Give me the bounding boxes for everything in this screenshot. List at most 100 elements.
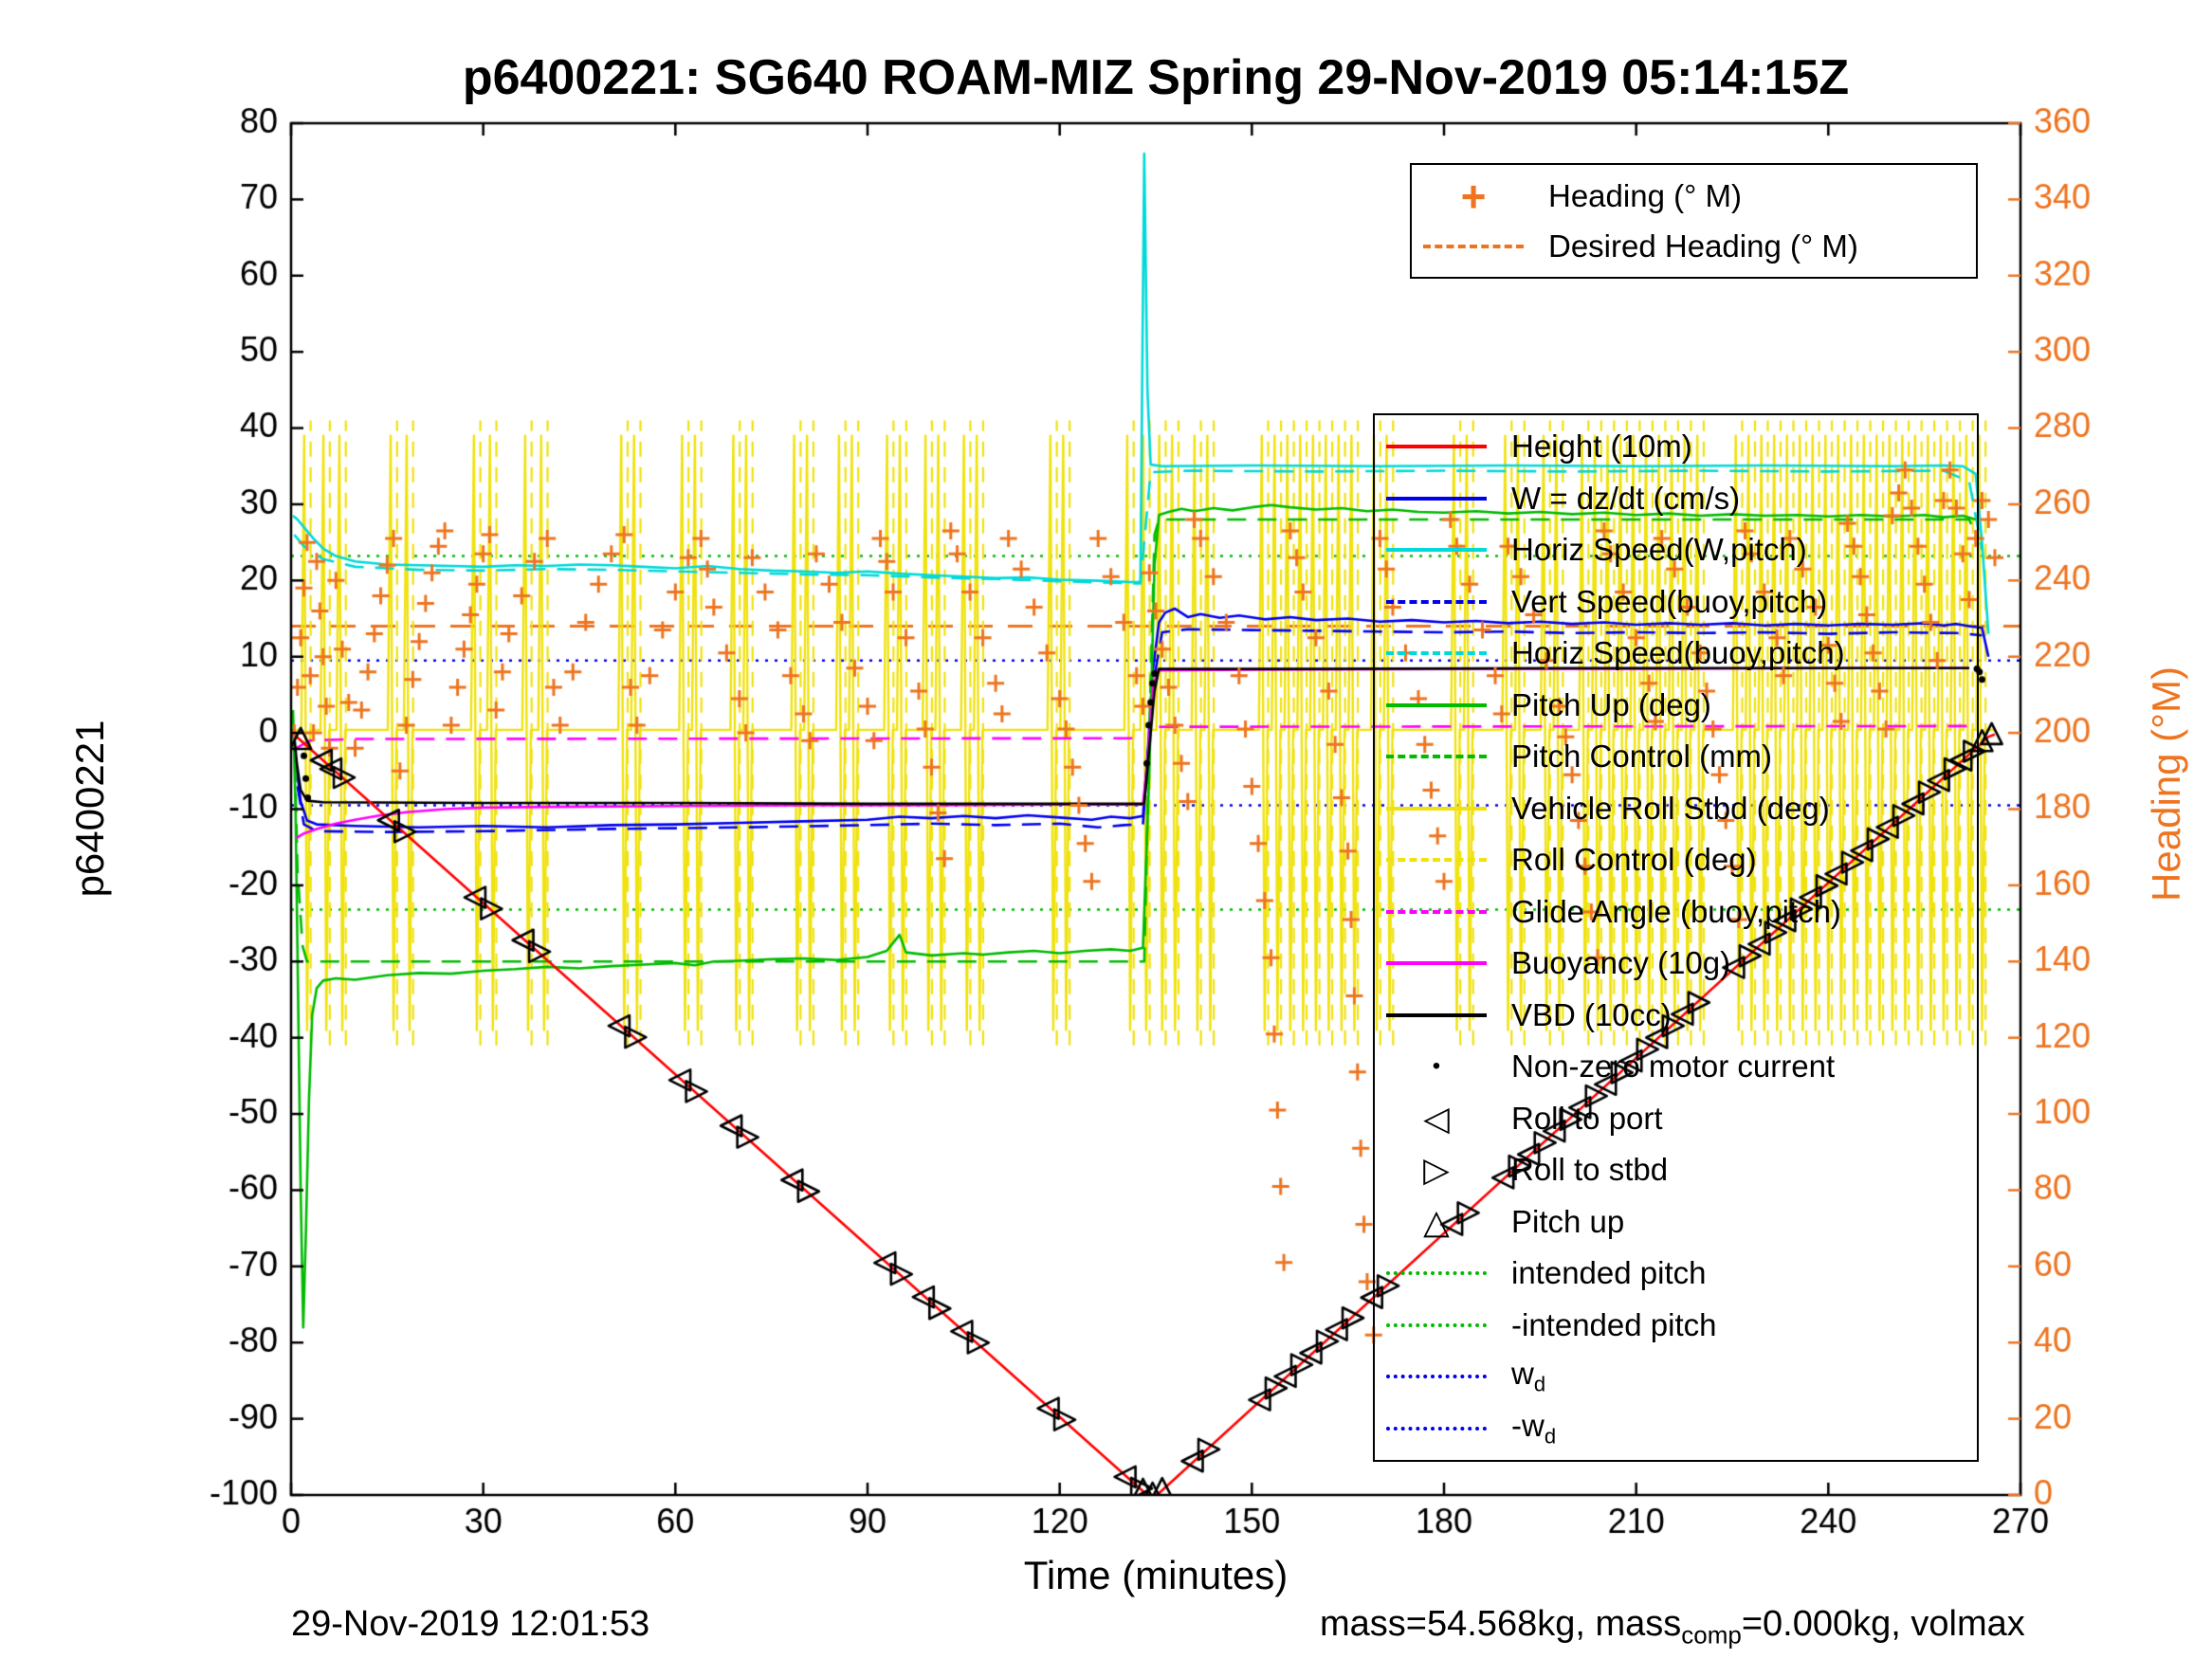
legend-item: + Heading (° M): [1412, 171, 1976, 221]
legend-item: ▷ Roll to stbd: [1375, 1144, 1977, 1196]
pitch-up-line: [1386, 702, 1487, 707]
vehicle-roll-line: [1375, 806, 1498, 811]
pitch-up-line: [1375, 702, 1498, 707]
legend-item: intended pitch: [1375, 1248, 1977, 1300]
legend-item-label: W = dz/dt (cm/s): [1511, 480, 1741, 516]
heading-legend: + Heading (° M) Desired Heading (° M): [1410, 163, 1978, 279]
legend-item-label: Buoyancy (10g): [1511, 945, 1731, 981]
legend-item-label: Glide Angle (buoy,pitch): [1511, 893, 1841, 929]
motor-current-marker: •: [1375, 1049, 1498, 1084]
legend-item-label: Pitch up: [1511, 1203, 1625, 1239]
main-legend: Height (10m) W = dz/dt (cm/s) Horiz Speed(…: [1373, 413, 1979, 1462]
horiz-speed-w-line: [1386, 548, 1487, 553]
legend-item-label: Roll to port: [1511, 1100, 1663, 1136]
left-y-axis-label: p6400221: [67, 720, 112, 898]
intended-pitch-line: [1386, 1271, 1487, 1276]
glide-angle-line: [1375, 909, 1498, 914]
legend-item: Height (10m): [1375, 421, 1977, 473]
neg-wd-line: [1375, 1426, 1498, 1431]
plot-timestamp: 29-Nov-2019 12:01:53: [291, 1604, 650, 1644]
mass-info-pre: mass=54.568kg, mass: [1320, 1604, 1682, 1644]
motor-current-marker: •: [1432, 1053, 1441, 1080]
legend-item-label: wd: [1511, 1356, 1546, 1397]
roll-control-line: [1375, 858, 1498, 863]
roll-to-port-marker: ◁: [1375, 1098, 1498, 1138]
legend-item-label: VBD (10cc): [1511, 996, 1672, 1032]
legend-item: ◁ Roll to port: [1375, 1093, 1977, 1145]
legend-item-label: Height (10m): [1511, 428, 1692, 465]
legend-item-label: Pitch Control (mm): [1511, 738, 1773, 775]
legend-item: VBD (10cc): [1375, 990, 1977, 1042]
heading-plus-marker: +: [1412, 171, 1535, 221]
mass-info: mass=54.568kg, masscomp=0.000kg, volmax: [1320, 1604, 2025, 1650]
pitch-control-line: [1386, 755, 1487, 759]
roll-to-stbd-marker: ▷: [1375, 1153, 1498, 1187]
legend-item: △ Pitch up: [1375, 1196, 1977, 1249]
right-y-axis-label: Heading (°M): [2144, 666, 2188, 902]
desired-heading-line: [1412, 244, 1535, 248]
legend-item-label: -intended pitch: [1511, 1306, 1717, 1342]
legend-item: W = dz/dt (cm/s): [1375, 473, 1977, 525]
legend-item: Roll Control (deg): [1375, 834, 1977, 886]
vehicle-roll-line: [1386, 806, 1487, 811]
pitch-up-marker: △: [1375, 1201, 1498, 1241]
legend-item: Glide Angle (buoy,pitch): [1375, 886, 1977, 939]
mass-info-sub: comp: [1681, 1620, 1742, 1650]
horiz-speed-w-line: [1375, 548, 1498, 553]
height-line: [1386, 445, 1487, 449]
vbd-line: [1386, 1012, 1487, 1017]
legend-item: -intended pitch: [1375, 1300, 1977, 1352]
heading-plus-marker: +: [1460, 171, 1487, 221]
legend-item: Desired Heading (° M): [1412, 221, 1976, 271]
vbd-line: [1375, 1012, 1498, 1017]
height-line: [1375, 445, 1498, 449]
neg-intended-pitch-line: [1375, 1322, 1498, 1327]
vert-speed-buoy-line: [1375, 599, 1498, 604]
pitch-up-marker: △: [1423, 1201, 1450, 1241]
legend-item: Buoyancy (10g): [1375, 938, 1977, 990]
horiz-speed-buoy-line: [1375, 651, 1498, 656]
legend-item-label: Horiz Speed(buoy,pitch): [1511, 635, 1845, 671]
legend-item-label: Horiz Speed(W,pitch): [1511, 532, 1807, 568]
buoyancy-line: [1375, 961, 1498, 966]
horiz-speed-buoy-line: [1386, 651, 1487, 656]
legend-item: Pitch Control (mm): [1375, 731, 1977, 783]
legend-item-label: -wd: [1511, 1407, 1557, 1449]
chart-title: p6400221: SG640 ROAM-MIZ Spring 29-Nov-2…: [462, 50, 1850, 105]
legend-item-label: Heading (° M): [1548, 177, 1742, 213]
legend-item: Horiz Speed(buoy,pitch): [1375, 628, 1977, 680]
legend-item-label: Non-zero motor current: [1511, 1048, 1836, 1085]
legend-item-label: Vert Speed(buoy,pitch): [1511, 583, 1828, 619]
roll-to-port-marker: ◁: [1423, 1098, 1450, 1138]
legend-item-label: Pitch Up (deg): [1511, 686, 1711, 722]
legend-item: -wd: [1375, 1403, 1977, 1455]
wd-line: [1375, 1375, 1498, 1379]
mass-info-post: =0.000kg, volmax: [1741, 1604, 2025, 1644]
vert-speed-buoy-line: [1386, 599, 1487, 604]
neg-wd-line: [1386, 1426, 1487, 1431]
legend-item: Horiz Speed(W,pitch): [1375, 524, 1977, 576]
intended-pitch-line: [1375, 1271, 1498, 1276]
legend-item: Vehicle Roll Stbd (deg): [1375, 783, 1977, 835]
legend-item-label: Desired Heading (° M): [1548, 228, 1858, 264]
pitch-control-line: [1375, 755, 1498, 759]
legend-item: Vert Speed(buoy,pitch): [1375, 576, 1977, 629]
roll-to-stbd-marker: ▷: [1423, 1150, 1450, 1190]
roll-control-line: [1386, 858, 1487, 863]
legend-item-label: intended pitch: [1511, 1255, 1707, 1291]
desired-heading-line: [1423, 244, 1524, 248]
legend-item-label: Vehicle Roll Stbd (deg): [1511, 790, 1830, 826]
legend-item: wd: [1375, 1351, 1977, 1403]
wd-line: [1386, 1375, 1487, 1379]
w-line: [1375, 496, 1498, 501]
neg-intended-pitch-line: [1386, 1322, 1487, 1327]
legend-item: • Non-zero motor current: [1375, 1041, 1977, 1093]
legend-item-label: Roll Control (deg): [1511, 842, 1757, 878]
legend-item-label: Roll to stbd: [1511, 1152, 1669, 1188]
x-axis-label: Time (minutes): [1023, 1553, 1289, 1597]
w-line: [1386, 496, 1487, 501]
buoyancy-line: [1386, 961, 1487, 966]
glide-angle-line: [1386, 909, 1487, 914]
